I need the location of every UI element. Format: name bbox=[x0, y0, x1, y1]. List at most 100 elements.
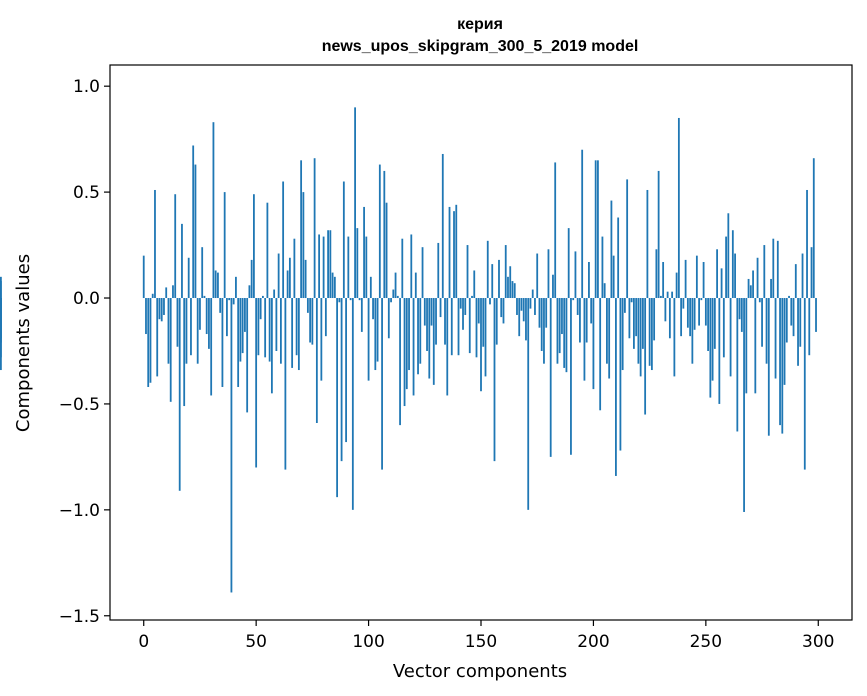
bar-component-218 bbox=[633, 298, 635, 349]
bar-component-281 bbox=[774, 298, 777, 379]
bar-component-58 bbox=[273, 289, 276, 299]
bar-component-49 bbox=[253, 194, 255, 299]
bar-component-104 bbox=[376, 298, 379, 362]
bar-component-272 bbox=[754, 298, 757, 394]
bar-component-172 bbox=[529, 298, 532, 309]
bar-component-84 bbox=[331, 272, 334, 299]
bar-component-141 bbox=[459, 298, 462, 309]
bar-component-183 bbox=[554, 162, 557, 299]
bar-component-96 bbox=[358, 298, 361, 301]
bar-component-150 bbox=[480, 298, 482, 392]
bar-component-66 bbox=[291, 298, 294, 368]
bar-component-204 bbox=[601, 236, 604, 299]
y-axis-label: Components values bbox=[13, 254, 34, 432]
bar-component-148 bbox=[475, 298, 478, 358]
bar-component-260 bbox=[727, 213, 730, 299]
bar-component-109 bbox=[387, 298, 390, 339]
bar-component-6 bbox=[156, 298, 159, 377]
bar-component-26 bbox=[201, 247, 204, 299]
bar-component-292 bbox=[799, 298, 802, 347]
bar-component-115 bbox=[401, 238, 404, 299]
bar-component-18 bbox=[183, 298, 186, 407]
bar-component-289 bbox=[792, 298, 795, 337]
bar-component-55 bbox=[266, 202, 269, 299]
bar-component-285 bbox=[783, 298, 786, 385]
bar-component-11 bbox=[167, 298, 170, 364]
bar-component-241 bbox=[684, 259, 687, 299]
bar-component-247 bbox=[698, 298, 700, 326]
bar-component-60 bbox=[277, 253, 280, 299]
bar-component-130 bbox=[435, 298, 437, 345]
bar-component-215 bbox=[626, 179, 629, 299]
bar-component-102 bbox=[372, 298, 374, 320]
bar-component-273 bbox=[756, 257, 759, 299]
x-axis-label: Vector components bbox=[393, 661, 567, 682]
bar-component-72 bbox=[304, 259, 307, 299]
bar-component-233 bbox=[666, 291, 669, 299]
bar-component-252 bbox=[709, 298, 712, 398]
bar-component-225 bbox=[648, 298, 651, 366]
bar-component-79 bbox=[320, 298, 323, 381]
bar-component-237 bbox=[675, 272, 678, 299]
bar-component-202 bbox=[597, 160, 599, 299]
bar-component-85 bbox=[333, 276, 336, 299]
bar-component-223 bbox=[644, 298, 647, 415]
bar-component-278 bbox=[767, 298, 770, 436]
bar-component-266 bbox=[740, 298, 743, 332]
bar-component-16 bbox=[178, 298, 181, 491]
bar-component-211 bbox=[617, 217, 620, 299]
bar-component-213 bbox=[621, 298, 624, 371]
bar-component-206 bbox=[606, 298, 608, 364]
axis-ticks: 0 50 100 150 200 250 300 1.0 0.5 0.0 −0.5 −1.0 −1.5 bbox=[59, 77, 835, 652]
bar-component-90 bbox=[345, 298, 347, 443]
bar-component-224 bbox=[646, 189, 649, 299]
bar-component-98 bbox=[363, 206, 365, 299]
bar-component-293 bbox=[801, 253, 804, 299]
bar-component-32 bbox=[214, 270, 217, 299]
bar-component-110 bbox=[390, 298, 392, 303]
bar-component-68 bbox=[295, 298, 298, 356]
bar-component-263 bbox=[734, 253, 736, 299]
bar-component-127 bbox=[428, 298, 431, 379]
bar-component-236 bbox=[673, 298, 676, 377]
bar-component-12 bbox=[169, 298, 172, 402]
bar-component-45 bbox=[244, 298, 246, 332]
bar-component-28 bbox=[205, 298, 208, 335]
bar-component-244 bbox=[691, 298, 694, 364]
bar-component-56 bbox=[268, 298, 271, 362]
bar-component-174 bbox=[534, 298, 536, 315]
bar-component-135 bbox=[446, 298, 449, 396]
bar-component-239 bbox=[680, 298, 683, 337]
bar-component-283 bbox=[779, 298, 781, 426]
bar-component-86 bbox=[336, 298, 338, 498]
bar-component-175 bbox=[536, 253, 539, 299]
bar-component-47 bbox=[248, 285, 251, 299]
bar-component-13 bbox=[172, 285, 174, 299]
bar-component-181 bbox=[549, 298, 552, 457]
bar-component-48 bbox=[250, 259, 253, 299]
bar-component-189 bbox=[567, 228, 570, 299]
bar-component-146 bbox=[471, 295, 473, 299]
bar-component-89 bbox=[342, 181, 345, 299]
bar-component-184 bbox=[556, 298, 559, 364]
chart-title-line-1: керия bbox=[457, 16, 503, 33]
bar-component-139 bbox=[455, 204, 458, 299]
bar-component-136 bbox=[448, 206, 451, 299]
bar-component-276 bbox=[763, 245, 766, 299]
bar-component-217 bbox=[630, 298, 633, 303]
bar-component-238 bbox=[677, 117, 680, 299]
bar-component-74 bbox=[309, 298, 312, 343]
bar-component-170 bbox=[525, 298, 527, 341]
bar-component-9 bbox=[163, 298, 165, 315]
bar-component-107 bbox=[383, 170, 386, 299]
bar-component-126 bbox=[426, 298, 428, 351]
bar-component-194 bbox=[579, 298, 581, 343]
x-tick-label: 250 bbox=[690, 632, 722, 652]
bar-component-154 bbox=[489, 298, 491, 305]
bar-component-43 bbox=[239, 298, 242, 362]
bar-component-159 bbox=[500, 298, 503, 318]
bar-component-138 bbox=[453, 211, 455, 299]
bar-component-280 bbox=[772, 238, 775, 299]
bar-component-44 bbox=[241, 298, 244, 354]
bar-component-287 bbox=[788, 295, 790, 299]
